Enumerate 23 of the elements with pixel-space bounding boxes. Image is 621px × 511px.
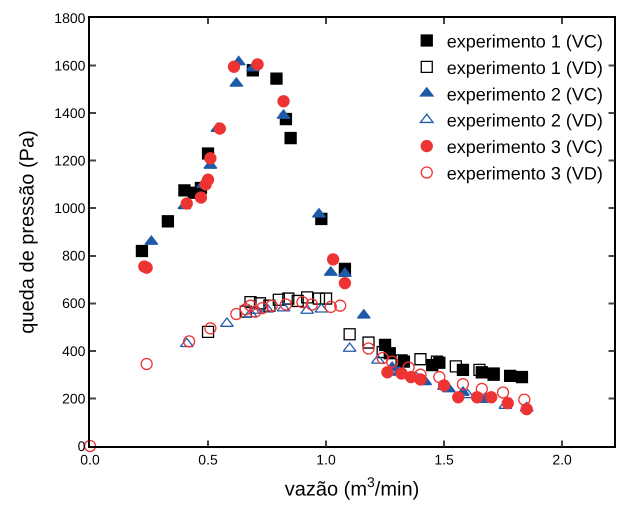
y-tick-label: 600 xyxy=(62,295,86,312)
legend-label: experimento 2 (VD) xyxy=(446,110,603,131)
y-tick-label: 1200 xyxy=(54,152,86,169)
y-tick-label: 1800 xyxy=(54,10,86,26)
y-axis-title: queda de pressão (Pa) xyxy=(16,130,38,334)
x-tick-label: 1.0 xyxy=(316,452,336,468)
y-tick-label: 1000 xyxy=(54,200,86,216)
x-tick-label: 0.5 xyxy=(198,452,218,468)
y-tick-label: 400 xyxy=(62,342,86,359)
y-tick-label: 0 xyxy=(78,438,86,454)
legend-label: experimento 1 (VC) xyxy=(446,32,603,52)
x-tick-label: 1.5 xyxy=(434,452,454,468)
x-tick-label: 2.0 xyxy=(552,452,572,468)
legend-label: experimento 2 (VC) xyxy=(446,84,603,104)
y-tick-label: 200 xyxy=(62,390,86,406)
legend-label: experimento 3 (VD) xyxy=(446,164,603,184)
legend-label: experimento 1 (VD) xyxy=(446,58,603,78)
x-tick-label: 0.0 xyxy=(80,452,100,468)
y-tick-label: 1600 xyxy=(54,57,86,74)
y-tick-label: 800 xyxy=(62,248,86,264)
y-tick-label: 1400 xyxy=(54,105,86,122)
x-axis-title: vazão (m$^{3}$/min) xyxy=(284,474,420,501)
legend-label: experimento 3 (VC) xyxy=(446,137,603,158)
